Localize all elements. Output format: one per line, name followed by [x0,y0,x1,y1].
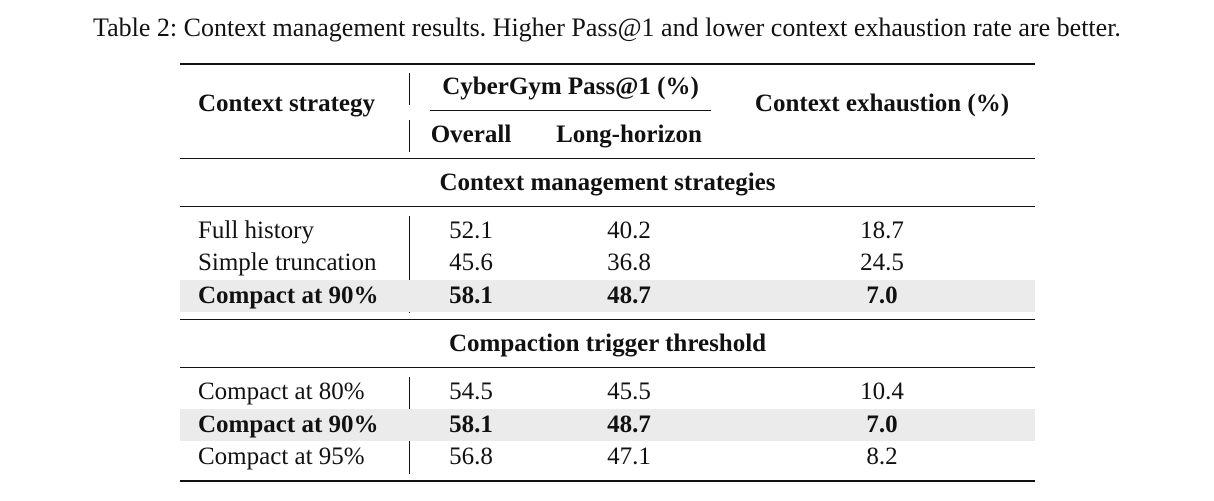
row-label: Compact at 95% [198,443,365,470]
row-overall: 45.6 [449,249,493,276]
row-exhaustion: 10.4 [860,378,904,405]
row-label: Full history [198,217,314,244]
row-long-horizon: 48.7 [607,411,651,438]
row-exhaustion: 8.2 [866,443,898,470]
header-context-exhaustion: Context exhaustion (%) [754,90,1010,117]
highlight-row-section-1 [180,280,1035,312]
header-rule [180,158,1035,159]
row-long-horizon: 40.2 [607,217,651,244]
row-label: Compact at 80% [198,378,365,405]
row-label: Simple truncation [198,249,377,276]
row-long-horizon: 47.1 [607,443,651,470]
row-exhaustion: 18.7 [860,217,904,244]
results-table: Context strategy CyberGym Pass@1 (%) Ove… [180,63,1035,483]
section-1-rule [180,206,1035,207]
header-long-horizon: Long-horizon [556,121,702,148]
top-rule [180,63,1035,65]
row-exhaustion: 7.0 [866,411,898,438]
header-context-strategy: Context strategy [198,90,376,117]
row-exhaustion: 24.5 [860,249,904,276]
row-long-horizon: 36.8 [607,249,651,276]
row-label: Compact at 90% [198,411,379,438]
row-overall: 54.5 [449,378,493,405]
section-1-vertical-separator [409,216,410,313]
header-vertical-separator-top [409,73,410,105]
row-overall: 56.8 [449,443,493,470]
section-title: Context management strategies [439,169,776,196]
row-overall: 58.1 [449,411,493,438]
row-overall: 58.1 [449,282,493,309]
row-long-horizon: 48.7 [607,282,651,309]
header-pass-group: CyberGym Pass@1 (%) [442,73,699,100]
section-2-top-rule [180,319,1035,320]
bottom-rule [180,480,1035,482]
row-label: Compact at 90% [198,282,379,309]
section-title: Compaction trigger threshold [448,330,767,357]
header-overall: Overall [430,121,512,148]
row-long-horizon: 45.5 [607,378,651,405]
table-caption: Table 2: Context management results. Hig… [93,13,1121,42]
row-exhaustion: 7.0 [866,282,898,309]
section-2-rule [180,367,1035,368]
highlight-row-section-2 [180,409,1035,441]
row-overall: 52.1 [449,217,493,244]
header-cmidrule [430,110,711,111]
header-vertical-separator-bottom [409,120,410,152]
